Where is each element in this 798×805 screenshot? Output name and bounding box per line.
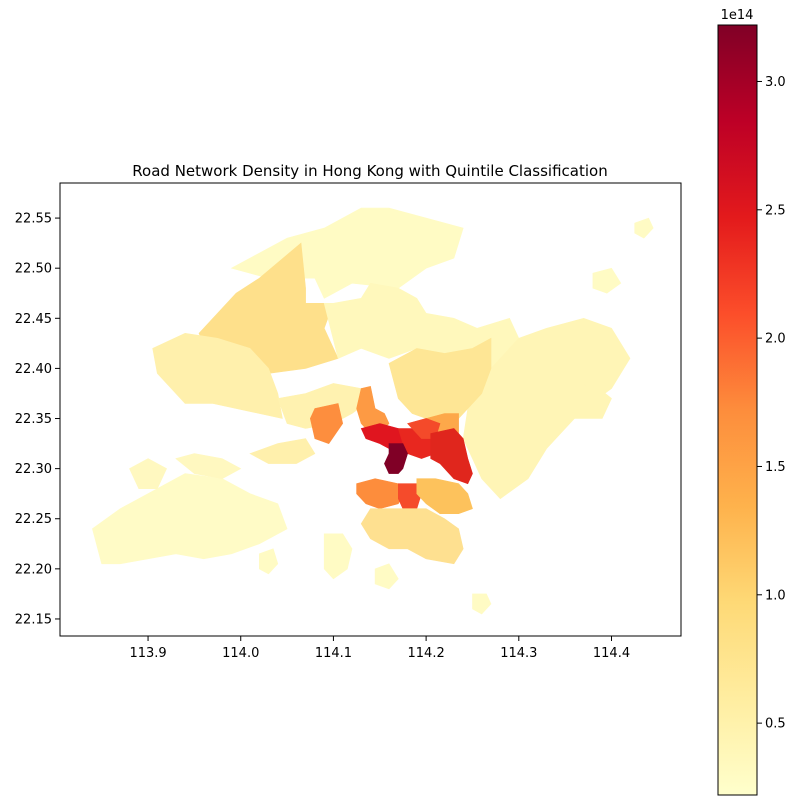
- y-tick-label: 22.50: [15, 262, 52, 277]
- colorbar-ticks: 0.5 1.0 1.5 2.0 2.5 3.0: [757, 75, 786, 732]
- district-cheung-chau: [258, 548, 279, 575]
- x-tick-label: 114.3: [500, 646, 537, 661]
- y-tick-label: 22.25: [15, 512, 52, 527]
- district-lantau-north: [175, 453, 242, 480]
- y-tick-label: 22.55: [15, 212, 52, 227]
- colorbar-tick-label: 0.5: [765, 717, 786, 732]
- y-tick-label: 22.45: [15, 312, 52, 327]
- colorbar-exponent: 1e14: [721, 8, 754, 23]
- colorbar-gradient: [717, 24, 758, 796]
- district-ping-chau: [634, 217, 654, 239]
- map-layer: [92, 207, 654, 615]
- district-central-and-western: [356, 478, 404, 510]
- district-peng-chau: [374, 563, 399, 590]
- chart-title: Road Network Density in Hong Kong with Q…: [132, 162, 607, 180]
- x-axis: 113.9 114.0 114.1 114.2 114.3 114.4: [129, 636, 630, 661]
- colorbar-tick-label: 2.5: [765, 203, 786, 218]
- district-tsing-yi: [309, 403, 344, 444]
- y-axis: 22.15 22.20 22.25 22.30 22.35 22.40 22.45 22.50…: [15, 212, 60, 627]
- y-tick-label: 22.15: [15, 612, 52, 627]
- colorbar-tick-label: 1.5: [765, 460, 786, 475]
- district-southern: [360, 508, 464, 565]
- colorbar-tick-label: 2.0: [765, 332, 786, 347]
- district-chek-lap-kok: [129, 458, 167, 490]
- plot-frame: [59, 182, 682, 637]
- district-sai-kung: [462, 317, 631, 500]
- district-po-toi: [472, 593, 492, 615]
- x-tick-label: 114.0: [222, 646, 259, 661]
- district-tung-chung: [249, 438, 316, 464]
- x-tick-label: 114.4: [593, 646, 630, 661]
- district-kwun-tong: [430, 428, 473, 485]
- colorbar-tick-label: 1.0: [765, 588, 786, 603]
- colorbar: 1e14 0.5 1.0 1.5 2.0 2.5 3.0: [717, 8, 786, 796]
- district-islands: [92, 473, 288, 565]
- y-tick-label: 22.20: [15, 562, 52, 577]
- district-tap-mun: [592, 267, 622, 294]
- colorbar-tick-label: 3.0: [765, 75, 786, 90]
- x-tick-label: 114.2: [408, 646, 445, 661]
- district-tuen-mun: [152, 332, 283, 419]
- district-lamma: [323, 533, 353, 580]
- y-tick-label: 22.30: [15, 462, 52, 477]
- district-tai-po: [323, 282, 520, 369]
- x-tick-label: 114.1: [315, 646, 352, 661]
- district-sha-tin: [388, 337, 492, 424]
- y-tick-label: 22.35: [15, 412, 52, 427]
- district-eastern: [416, 478, 473, 515]
- y-tick-label: 22.40: [15, 362, 52, 377]
- x-tick-label: 113.9: [129, 646, 166, 661]
- district-yau-tsim-mong: [384, 443, 408, 474]
- district-sai-kung-islands: [564, 383, 612, 419]
